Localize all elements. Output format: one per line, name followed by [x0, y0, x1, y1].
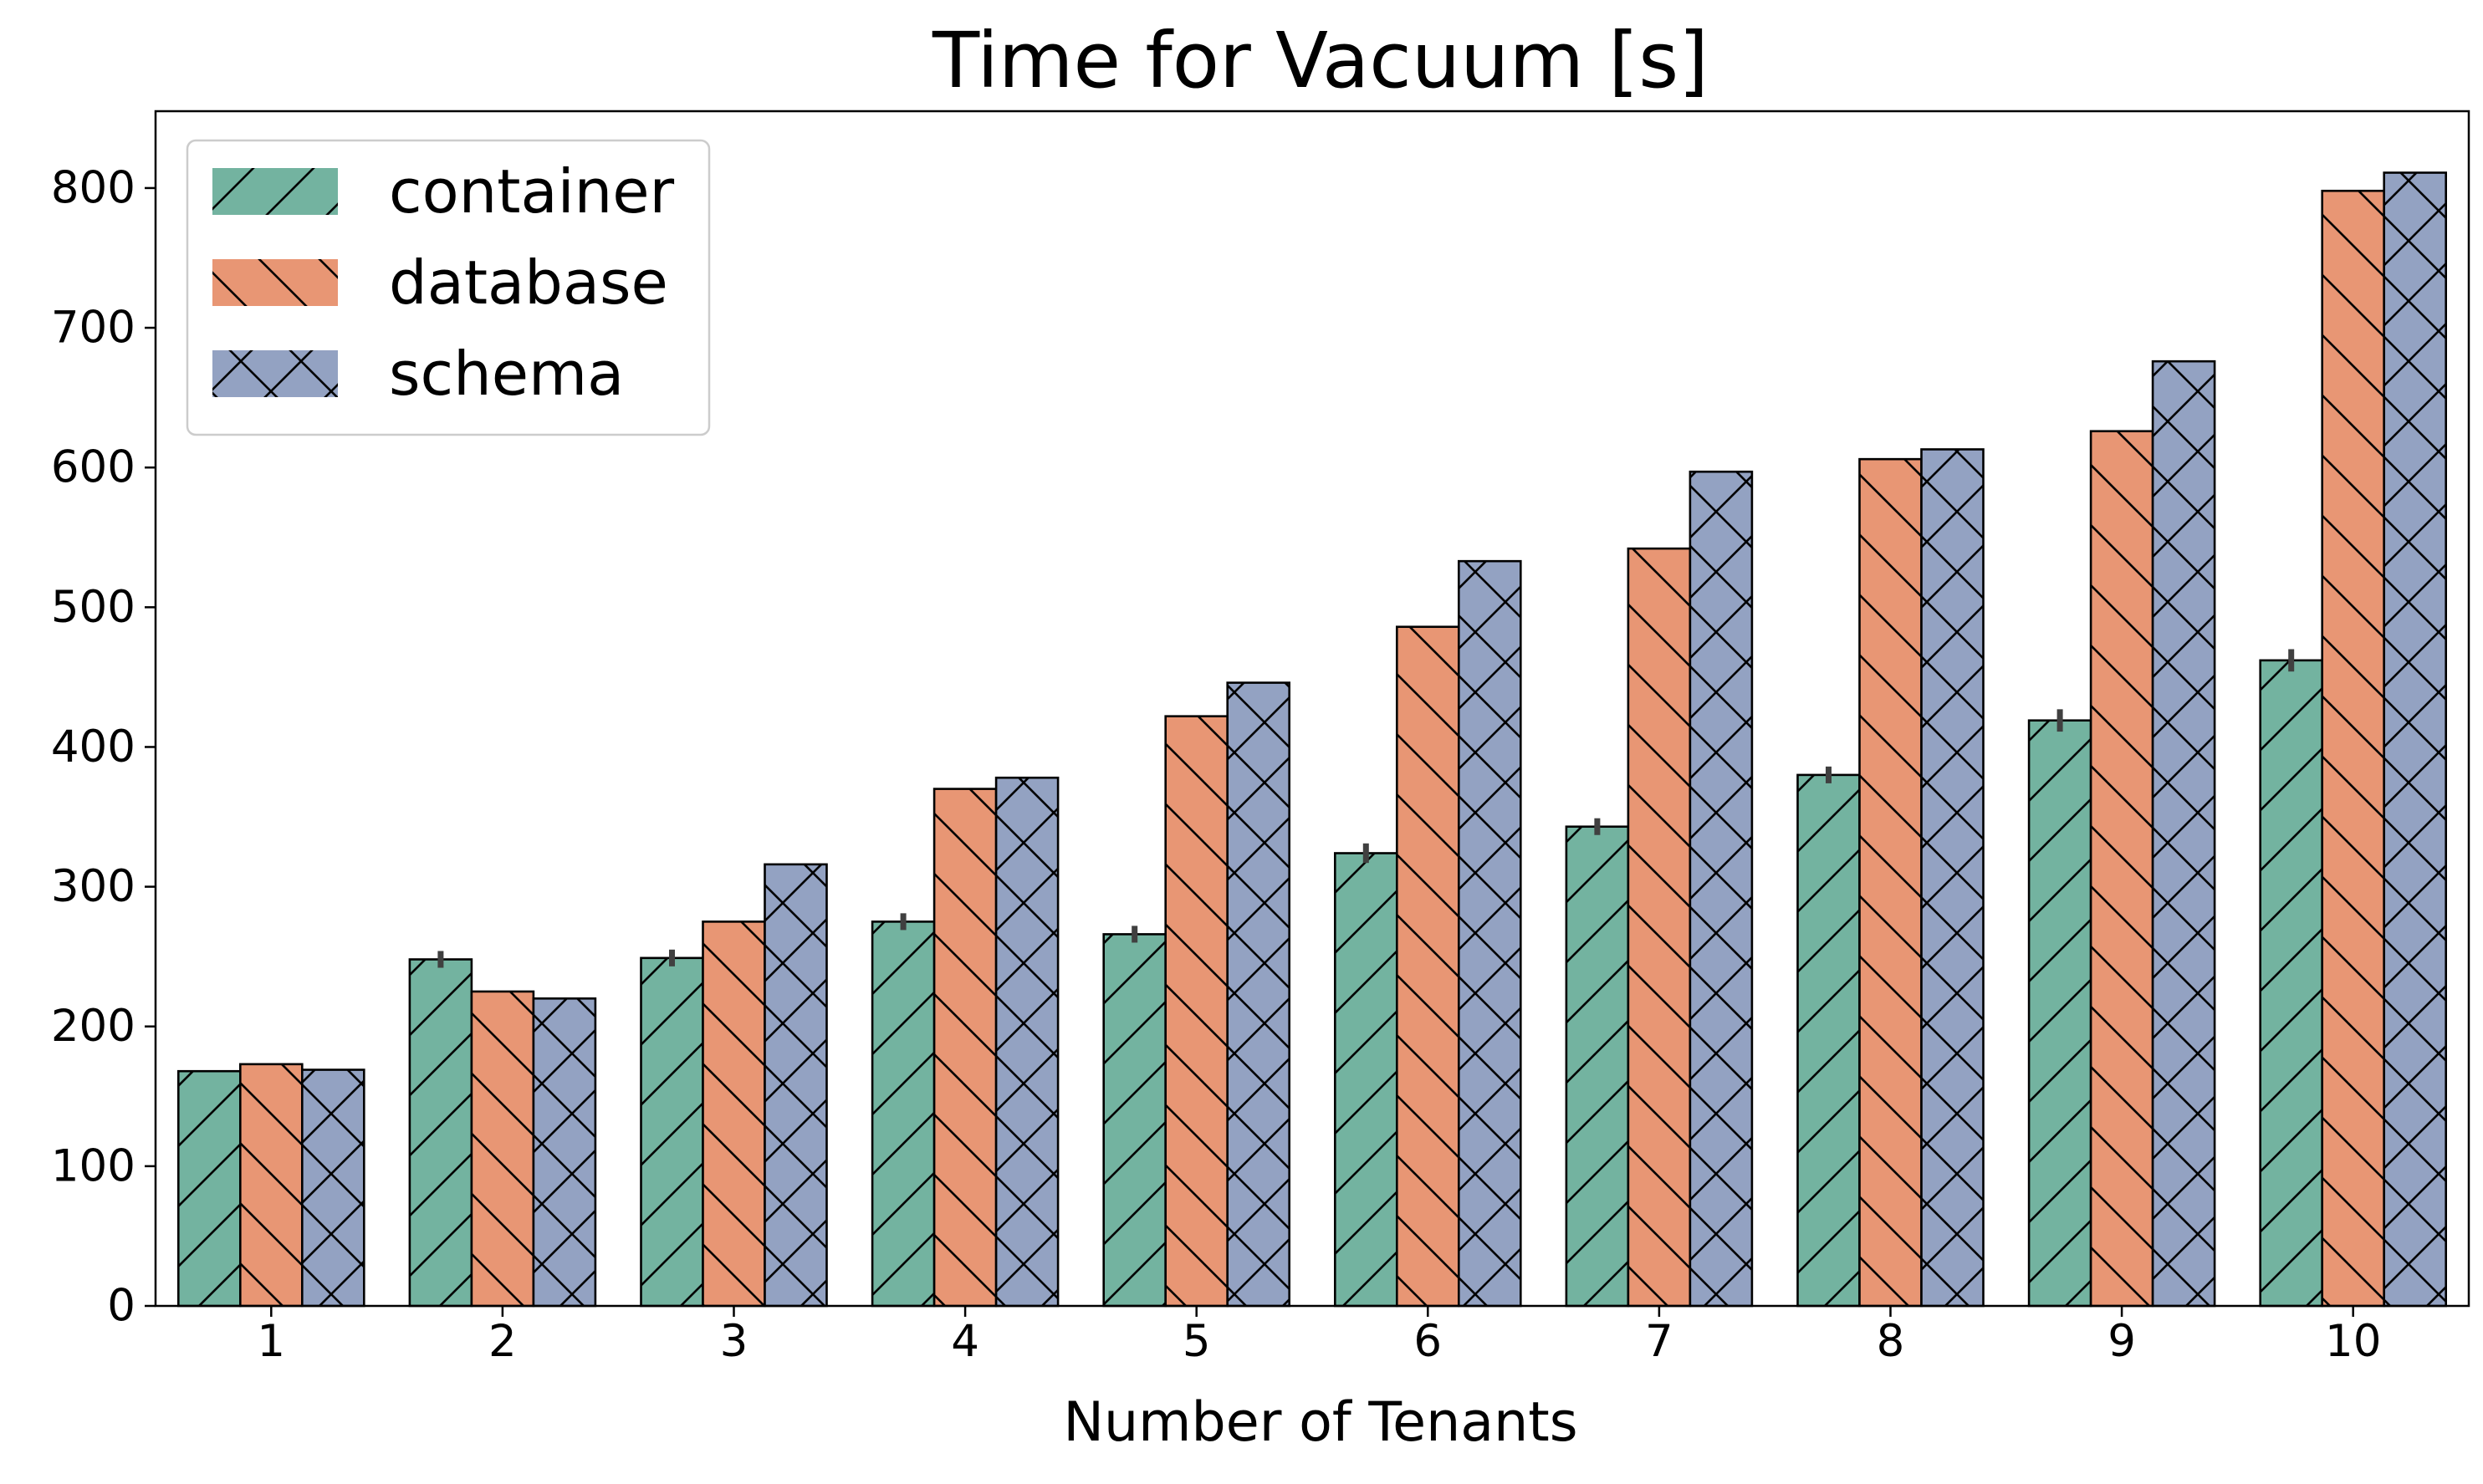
x-tick-label: 5: [1183, 1316, 1211, 1367]
plot-frame: [154, 110, 2470, 1308]
bar-database-1: [238, 1063, 304, 1308]
x-tick-label: 7: [1645, 1316, 1673, 1367]
x-tick-label: 8: [1877, 1316, 1905, 1367]
legend-label-schema: schema: [389, 339, 624, 409]
bar-container-6: [1334, 852, 1398, 1308]
y-tick-label: 400: [51, 722, 135, 773]
bar-database-8: [1858, 457, 1923, 1308]
legend-swatch-container: [212, 168, 338, 215]
y-tick-label: 600: [51, 442, 135, 493]
x-axis-title: Number of Tenants: [1063, 1391, 1577, 1454]
x-tick-label: 10: [2325, 1316, 2381, 1367]
bar-schema-7: [1689, 470, 1754, 1308]
x-tick-label: 3: [720, 1316, 748, 1367]
bar-schema-3: [764, 863, 828, 1308]
bar-database-4: [932, 788, 998, 1308]
bars-layer: [177, 171, 2447, 1308]
legend-label-container: container: [389, 156, 675, 227]
legend-swatch-database: [212, 259, 338, 306]
bar-container-8: [1796, 773, 1861, 1308]
bar-schema-9: [2151, 360, 2216, 1308]
x-tick-label: 4: [951, 1316, 979, 1367]
y-tick-label: 700: [51, 303, 135, 354]
bar-database-6: [1396, 625, 1460, 1308]
bar-database-7: [1627, 547, 1692, 1308]
y-axis: 0 100 200 300 400 500 600 700 800: [51, 162, 156, 1332]
bar-schema-8: [1920, 448, 1985, 1308]
x-axis: 1 2 3 4 5 6 7 8 9 10: [257, 1306, 2381, 1367]
legend: container database schema: [186, 139, 711, 436]
bar-container-5: [1102, 933, 1167, 1308]
bar-container-1: [177, 1069, 242, 1308]
y-tick-label: 500: [51, 582, 135, 633]
y-tick-label: 800: [51, 162, 135, 213]
bar-schema-10: [2383, 171, 2447, 1308]
legend-swatch-schema: [212, 350, 338, 397]
y-tick-label: 100: [51, 1140, 135, 1191]
bar-container-4: [871, 920, 936, 1308]
bar-database-9: [2089, 430, 2154, 1308]
y-tick-label: 300: [51, 861, 135, 912]
error-bars-layer: [437, 649, 2295, 968]
bar-container-7: [1565, 825, 1630, 1308]
bar-schema-6: [1458, 559, 1522, 1308]
bar-container-2: [408, 958, 473, 1308]
bar-container-10: [2259, 659, 2323, 1308]
y-tick-label: 0: [107, 1281, 135, 1332]
bar-database-10: [2321, 189, 2385, 1308]
bar-database-5: [1164, 715, 1229, 1308]
bar-database-3: [702, 920, 766, 1308]
x-tick-label: 6: [1413, 1316, 1442, 1367]
bar-container-3: [640, 956, 704, 1308]
legend-label-database: database: [389, 247, 668, 318]
bar-database-2: [470, 990, 535, 1308]
bar-schema-5: [1226, 681, 1290, 1308]
x-tick-label: 1: [257, 1316, 285, 1367]
bar-container-9: [2027, 719, 2092, 1308]
bar-schema-1: [300, 1068, 365, 1308]
x-tick-label: 2: [488, 1316, 517, 1367]
bar-schema-4: [994, 776, 1060, 1308]
chart-title: Time for Vacuum [s]: [932, 16, 1709, 105]
y-tick-label: 200: [51, 1001, 135, 1052]
x-tick-label: 9: [2107, 1316, 2136, 1367]
bar-schema-2: [532, 997, 597, 1308]
